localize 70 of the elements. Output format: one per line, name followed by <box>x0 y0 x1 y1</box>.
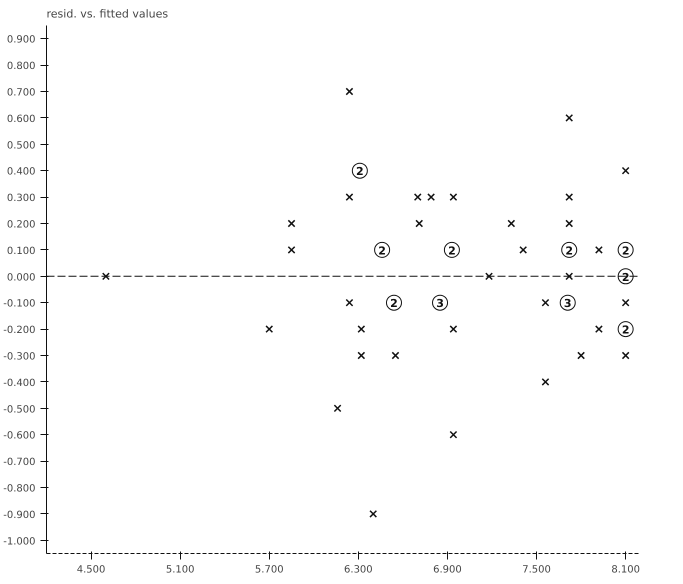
point <box>334 404 342 412</box>
y-tick-label: -0.900 <box>3 510 36 521</box>
point <box>542 298 550 307</box>
y-tick-label: 0.400 <box>6 166 36 178</box>
point <box>415 220 424 228</box>
point <box>265 325 274 334</box>
x-tick-label: 5.700 <box>254 564 284 576</box>
point <box>427 193 436 202</box>
x-tick-label: 6.300 <box>344 564 373 576</box>
point <box>288 246 296 254</box>
point <box>519 246 528 254</box>
x-tick-label: 5.100 <box>166 564 194 576</box>
x-tick-label: 4.500 <box>76 564 106 576</box>
y-tick-label: -1.000 <box>3 536 36 548</box>
x-tick-label: 6.900 <box>433 564 462 576</box>
y-tick-label: 0.700 <box>6 88 36 98</box>
point <box>565 272 574 280</box>
y-tick-label: -0.500 <box>3 404 36 416</box>
y-tick-label: 0.100 <box>6 246 36 257</box>
point <box>392 352 400 360</box>
y-tick-label: 0.600 <box>6 114 36 125</box>
point <box>357 352 366 360</box>
y-tick-label: -0.800 <box>3 484 36 494</box>
point <box>369 510 378 518</box>
y-tick-label: 0.300 <box>6 193 36 204</box>
point <box>577 352 586 360</box>
x-tick-label: 8.100 <box>611 564 640 576</box>
point <box>565 193 574 202</box>
annotation: 3 <box>564 297 572 310</box>
annotation: 2 <box>390 297 398 310</box>
annotation: 2 <box>356 165 364 178</box>
point <box>102 272 110 280</box>
point <box>414 193 422 202</box>
point <box>622 352 630 360</box>
y-tick-label: 0.200 <box>6 220 36 230</box>
chart-title: resid. vs. fitted values <box>46 8 168 20</box>
point <box>449 325 458 334</box>
annotation: 2 <box>622 244 630 258</box>
y-tick-label: -0.300 <box>3 352 36 362</box>
point <box>622 298 630 307</box>
y-tick-label: -0.200 <box>3 325 36 336</box>
y-tick-label: -0.600 <box>3 430 36 442</box>
point <box>288 220 296 228</box>
annotation: 2 <box>565 244 574 258</box>
point <box>594 246 603 254</box>
y-tick-label: -0.400 <box>3 378 36 389</box>
point <box>449 193 458 202</box>
y-tick-label: 0.900 <box>6 34 36 46</box>
y-tick-label: -0.100 <box>3 298 36 310</box>
annotation: 2 <box>622 324 630 337</box>
point <box>565 114 574 122</box>
x-tick-label: 7.500 <box>522 564 551 576</box>
annotation: 3 <box>436 297 444 310</box>
point <box>346 298 354 307</box>
point <box>594 325 603 334</box>
point <box>346 88 354 96</box>
point <box>346 193 354 202</box>
point <box>622 166 630 175</box>
y-tick-label: 0.000 <box>6 272 36 284</box>
point <box>542 378 550 386</box>
point <box>449 430 458 439</box>
point <box>357 325 366 334</box>
point <box>485 272 493 280</box>
point <box>507 220 516 228</box>
annotation: 2 <box>448 244 456 258</box>
annotation: 2 <box>378 244 386 258</box>
y-tick-label: 0.500 <box>6 140 36 152</box>
y-tick-label: -0.700 <box>3 457 36 468</box>
y-tick-label: 0.800 <box>6 61 36 72</box>
point <box>565 220 574 228</box>
